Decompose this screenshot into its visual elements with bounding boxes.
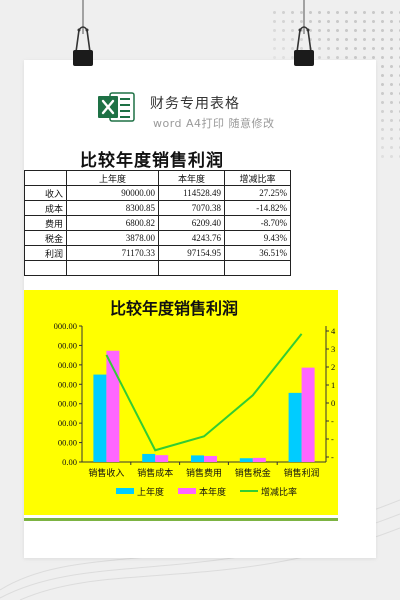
table-cell: 71170.33	[66, 245, 159, 261]
right-axis-tick-label: 2	[331, 362, 335, 372]
bar-prev-year	[191, 455, 204, 462]
table-header-cell: 本年度	[158, 170, 225, 186]
left-axis-tick-label: 00.00	[58, 340, 77, 350]
table-cell-label: 利润	[24, 245, 67, 261]
table-cell: 4243.76	[158, 230, 225, 246]
x-axis-tick-label: 销售费用	[186, 467, 222, 479]
combo-chart: 0.00 00.00 00.00 00.00 00.00 00.00 00.00 000.00…	[54, 321, 336, 498]
chart-title: 比较年度销售利润	[109, 299, 238, 318]
binder-clip-icon	[73, 0, 93, 66]
table-row: 利润 71170.33 97154.95 36.51%	[24, 245, 291, 261]
right-axis-tick-label: 1	[331, 380, 335, 390]
binder-clip-icon	[294, 0, 314, 66]
table-cell: 6209.40	[158, 215, 225, 231]
left-axis-tick-label: 00.00	[58, 360, 77, 370]
table-header-cell	[24, 170, 67, 186]
table-header-row: 上年度 本年度 增减比率	[24, 170, 291, 186]
data-table: 上年度 本年度 增减比率 收入 90000.00 114528.49 27.25…	[24, 170, 291, 276]
table-cell: 27.25%	[224, 185, 291, 201]
x-axis-tick-label: 销售利润	[284, 467, 320, 479]
left-axis-tick-label: 0.00	[62, 457, 77, 467]
bar-curr-year	[252, 457, 266, 462]
excel-icon	[98, 92, 135, 122]
bar-prev-year	[288, 392, 302, 462]
document-title: 财务专用表格	[150, 96, 240, 112]
left-axis-tick-label: 00.00	[58, 399, 77, 409]
document-subtitle: word A4打印 随意修改	[153, 117, 275, 130]
table-cell: 97154.95	[158, 245, 225, 261]
table-cell: 114528.49	[158, 185, 225, 201]
left-axis-tick-label: 00.00	[58, 438, 77, 448]
x-axis-tick-label: 销售成本	[137, 467, 173, 479]
bar-curr-year	[155, 455, 169, 462]
legend-label: 本年度	[199, 486, 226, 498]
legend-label: 增减比率	[261, 486, 297, 498]
ratio-line	[105, 333, 303, 452]
bar-curr-year	[301, 367, 315, 462]
bar-curr-year	[106, 350, 120, 462]
table-row: 收入 90000.00 114528.49 27.25%	[24, 185, 291, 201]
legend-label: 上年度	[137, 486, 164, 498]
table-cell: 3878.00	[66, 230, 159, 246]
footer-divider	[24, 518, 338, 521]
left-axis-tick-label: 000.00	[54, 321, 77, 331]
right-axis-tick-label: 0	[331, 398, 335, 408]
table-cell: 6800.82	[66, 215, 159, 231]
table-cell: -8.70%	[224, 215, 291, 231]
bar-prev-year	[142, 453, 156, 462]
sheet-title: 比较年度销售利润	[80, 151, 224, 171]
table-row: 费用 6800.82 6209.40 -8.70%	[24, 215, 291, 231]
x-axis-tick-label: 销售税金	[235, 467, 271, 479]
bar-prev-year	[93, 374, 107, 462]
table-cell-label: 费用	[24, 215, 67, 231]
table-cell-label: 税金	[24, 230, 67, 246]
right-axis-tick-label: -	[331, 452, 334, 462]
table-row: 成本 8300.85 7070.38 -14.82%	[24, 200, 291, 216]
x-axis-tick-label: 销售收入	[88, 467, 124, 479]
left-axis-tick-label: 00.00	[58, 379, 77, 389]
table-row-empty	[24, 260, 291, 276]
table-header-cell: 增减比率	[224, 170, 291, 186]
table-cell-label: 收入	[24, 185, 67, 201]
table-cell: 9.43%	[224, 230, 291, 246]
table-row: 税金 3878.00 4243.76 9.43%	[24, 230, 291, 246]
right-axis-tick-label: -	[331, 416, 334, 426]
bar-prev-year	[239, 458, 253, 462]
legend-swatch	[178, 488, 196, 494]
table-cell: 90000.00	[66, 185, 159, 201]
right-axis-tick-label: 4	[331, 326, 336, 336]
table-cell: 36.51%	[224, 245, 291, 261]
table-cell: -14.82%	[224, 200, 291, 216]
bar-curr-year	[204, 455, 217, 462]
chart-background	[24, 290, 338, 515]
right-axis-tick-label: -	[331, 434, 334, 444]
table-cell: 8300.85	[66, 200, 159, 216]
left-axis-tick-label: 00.00	[58, 418, 77, 428]
legend-swatch	[116, 488, 134, 494]
right-axis-tick-label: 3	[331, 344, 335, 354]
table-header-cell: 上年度	[66, 170, 159, 186]
table-cell: 7070.38	[158, 200, 225, 216]
table-cell-label: 成本	[24, 200, 67, 216]
